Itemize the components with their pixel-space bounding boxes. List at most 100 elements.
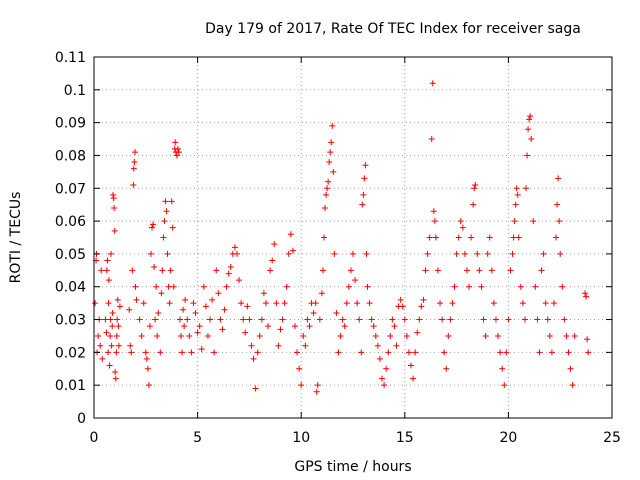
data-point	[550, 300, 557, 307]
data-point	[316, 316, 323, 323]
data-point	[313, 388, 320, 395]
data-point	[181, 323, 188, 330]
data-point	[107, 250, 114, 257]
data-point	[200, 283, 207, 290]
data-point	[463, 267, 470, 274]
data-point	[471, 185, 478, 192]
data-point	[300, 332, 307, 339]
data-point	[221, 306, 228, 313]
data-point	[127, 342, 134, 349]
data-point	[540, 250, 547, 257]
data-point	[514, 191, 521, 198]
data-point	[399, 303, 406, 310]
data-point	[110, 195, 117, 202]
data-point	[352, 277, 359, 284]
data-point	[250, 355, 257, 362]
data-point	[525, 126, 532, 133]
data-point	[443, 365, 450, 372]
data-point	[553, 234, 560, 241]
data-point	[98, 267, 105, 274]
data-point	[296, 365, 303, 372]
data-point	[372, 332, 379, 339]
data-point	[256, 332, 263, 339]
data-point	[225, 270, 232, 277]
data-point	[555, 175, 562, 182]
data-point	[370, 323, 377, 330]
x-tick-label: 25	[603, 430, 621, 446]
data-point	[335, 349, 342, 356]
data-point	[192, 309, 199, 316]
data-point	[105, 300, 112, 307]
data-point	[389, 316, 396, 323]
data-point	[176, 316, 183, 323]
data-point	[298, 382, 305, 389]
data-point	[92, 300, 99, 307]
data-point	[383, 365, 390, 372]
data-point	[215, 290, 222, 297]
data-point	[170, 283, 177, 290]
data-point	[503, 349, 510, 356]
data-point	[132, 149, 139, 156]
data-point	[511, 218, 518, 225]
data-point	[327, 149, 334, 156]
data-point	[110, 191, 117, 198]
data-point	[583, 293, 590, 300]
data-point	[174, 145, 181, 152]
data-point	[128, 349, 135, 356]
data-point	[246, 316, 253, 323]
data-point	[211, 349, 218, 356]
data-point	[130, 181, 137, 188]
data-point	[209, 296, 216, 303]
data-point	[360, 191, 367, 198]
data-point	[106, 362, 113, 369]
data-point	[130, 165, 137, 172]
data-point	[262, 300, 269, 307]
data-point	[470, 201, 477, 208]
data-point	[403, 332, 410, 339]
data-point	[521, 316, 528, 323]
x-tick-labels: 0 5 10 15 20 25	[90, 430, 621, 446]
data-point	[422, 267, 429, 274]
chart-title: Day 179 of 2017, Rate Of TEC Index for r…	[205, 21, 581, 37]
data-point	[507, 267, 514, 274]
data-point	[517, 283, 524, 290]
data-point	[322, 204, 329, 211]
data-point	[267, 267, 274, 274]
data-point	[519, 300, 526, 307]
data-point	[97, 342, 104, 349]
data-point	[194, 329, 201, 336]
data-point	[115, 323, 122, 330]
data-point	[306, 323, 313, 330]
data-point	[559, 283, 566, 290]
data-point	[484, 250, 491, 257]
data-point	[167, 267, 174, 274]
data-point	[186, 332, 193, 339]
data-point	[361, 175, 368, 182]
data-point	[523, 185, 530, 192]
data-point	[476, 267, 483, 274]
data-point	[447, 316, 454, 323]
data-point	[105, 277, 112, 284]
data-point	[204, 332, 211, 339]
data-point	[175, 149, 182, 156]
y-tick-label: 0.02	[55, 345, 86, 361]
data-point	[112, 369, 119, 376]
data-point	[102, 316, 109, 323]
data-point	[113, 349, 120, 356]
data-point	[445, 332, 452, 339]
data-point	[188, 349, 195, 356]
data-point	[453, 250, 460, 257]
data-point	[164, 250, 171, 257]
data-point	[441, 349, 448, 356]
data-point	[461, 250, 468, 257]
data-point	[277, 326, 284, 333]
data-point	[569, 382, 576, 389]
data-point	[179, 349, 186, 356]
y-tick-label: 0.04	[55, 280, 86, 296]
data-point	[499, 365, 506, 372]
data-point	[376, 355, 383, 362]
data-point	[424, 250, 431, 257]
data-point	[488, 267, 495, 274]
data-point	[437, 300, 444, 307]
